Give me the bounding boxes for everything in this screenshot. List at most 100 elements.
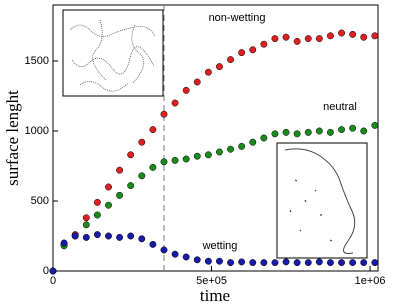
data-point: [171, 250, 179, 258]
data-point: [49, 267, 57, 275]
data-point: [371, 121, 379, 129]
x-tick-label: 1e+06: [355, 275, 386, 287]
data-point: [249, 259, 257, 267]
data-point: [116, 233, 124, 241]
data-point: [349, 124, 357, 132]
data-point: [326, 32, 334, 40]
data-point: [227, 259, 235, 267]
data-point: [238, 142, 246, 150]
x-tick-label: 0: [50, 275, 56, 287]
series-label: non-wetting: [209, 12, 266, 24]
data-point: [315, 127, 323, 135]
data-point: [127, 182, 135, 190]
data-point: [93, 231, 101, 239]
y-tick-label: 0: [43, 265, 49, 277]
data-point: [60, 239, 68, 247]
data-point: [260, 259, 268, 267]
data-point: [82, 233, 90, 241]
data-point: [227, 145, 235, 153]
data-point: [182, 86, 190, 94]
data-point: [149, 126, 157, 134]
series-label: neutral: [323, 101, 357, 113]
data-point: [182, 155, 190, 163]
data-point: [304, 35, 312, 43]
y-tick-label: 1500: [25, 55, 49, 67]
data-point: [271, 130, 279, 138]
data-point: [149, 163, 157, 171]
data-point: [338, 29, 345, 37]
data-point: [315, 258, 323, 266]
data-point: [105, 232, 112, 240]
data-point: [238, 258, 246, 266]
data-point: [349, 259, 357, 267]
data-point: [149, 240, 157, 248]
data-point: [193, 78, 201, 86]
data-point: [82, 214, 90, 222]
data-point: [282, 33, 290, 41]
data-point: [371, 32, 379, 40]
data-point: [193, 152, 201, 160]
inset-bottom-right: [276, 142, 368, 259]
data-point: [282, 258, 290, 266]
data-point: [160, 246, 168, 254]
data-point: [138, 235, 146, 243]
data-point: [249, 138, 257, 146]
data-point: [360, 259, 368, 267]
data-point: [216, 257, 223, 265]
data-point: [293, 37, 301, 45]
x-axis-label: time: [200, 286, 230, 305]
data-point: [315, 35, 323, 43]
data-point: [360, 33, 368, 41]
data-point: [227, 56, 235, 64]
data-point: [93, 211, 101, 219]
data-point: [127, 151, 135, 159]
data-point: [105, 183, 112, 191]
data-point: [127, 232, 135, 240]
data-point: [360, 127, 368, 135]
y-axis-label: surface lenght: [3, 90, 22, 186]
data-point: [371, 259, 379, 267]
data-point: [282, 128, 290, 136]
data-point: [138, 138, 146, 146]
data-point: [204, 68, 212, 76]
inset-top-left: [62, 9, 164, 97]
data-point: [349, 30, 357, 38]
data-point: [204, 257, 212, 265]
data-point: [326, 128, 334, 136]
data-point: [160, 110, 168, 118]
data-point: [82, 221, 90, 229]
data-point: [260, 134, 268, 142]
data-point: [304, 259, 312, 267]
data-point: [338, 259, 345, 267]
data-point: [326, 259, 334, 267]
data-point: [116, 191, 124, 199]
data-point: [238, 49, 246, 57]
data-point: [171, 99, 179, 107]
data-point: [193, 256, 201, 264]
data-point: [138, 172, 146, 180]
data-point: [260, 40, 268, 48]
data-point: [160, 158, 168, 166]
plot-frame: [52, 4, 379, 272]
data-point: [71, 232, 79, 240]
data-point: [271, 259, 279, 267]
data-point: [216, 63, 223, 71]
y-tick-label: 500: [31, 195, 49, 207]
data-point: [116, 166, 124, 174]
x-tick-label: 5e+05: [196, 275, 227, 287]
data-point: [271, 35, 279, 43]
data-point: [204, 151, 212, 159]
data-point: [293, 130, 301, 138]
data-point: [338, 126, 345, 134]
data-point: [304, 128, 312, 136]
data-point: [105, 201, 112, 209]
series-label: wetting: [202, 240, 238, 252]
data-point: [182, 253, 190, 261]
y-tick-label: 1000: [25, 125, 49, 137]
data-point: [249, 46, 257, 54]
data-point: [171, 156, 179, 164]
data-point: [293, 259, 301, 267]
data-point: [216, 148, 223, 156]
data-point: [93, 198, 101, 206]
